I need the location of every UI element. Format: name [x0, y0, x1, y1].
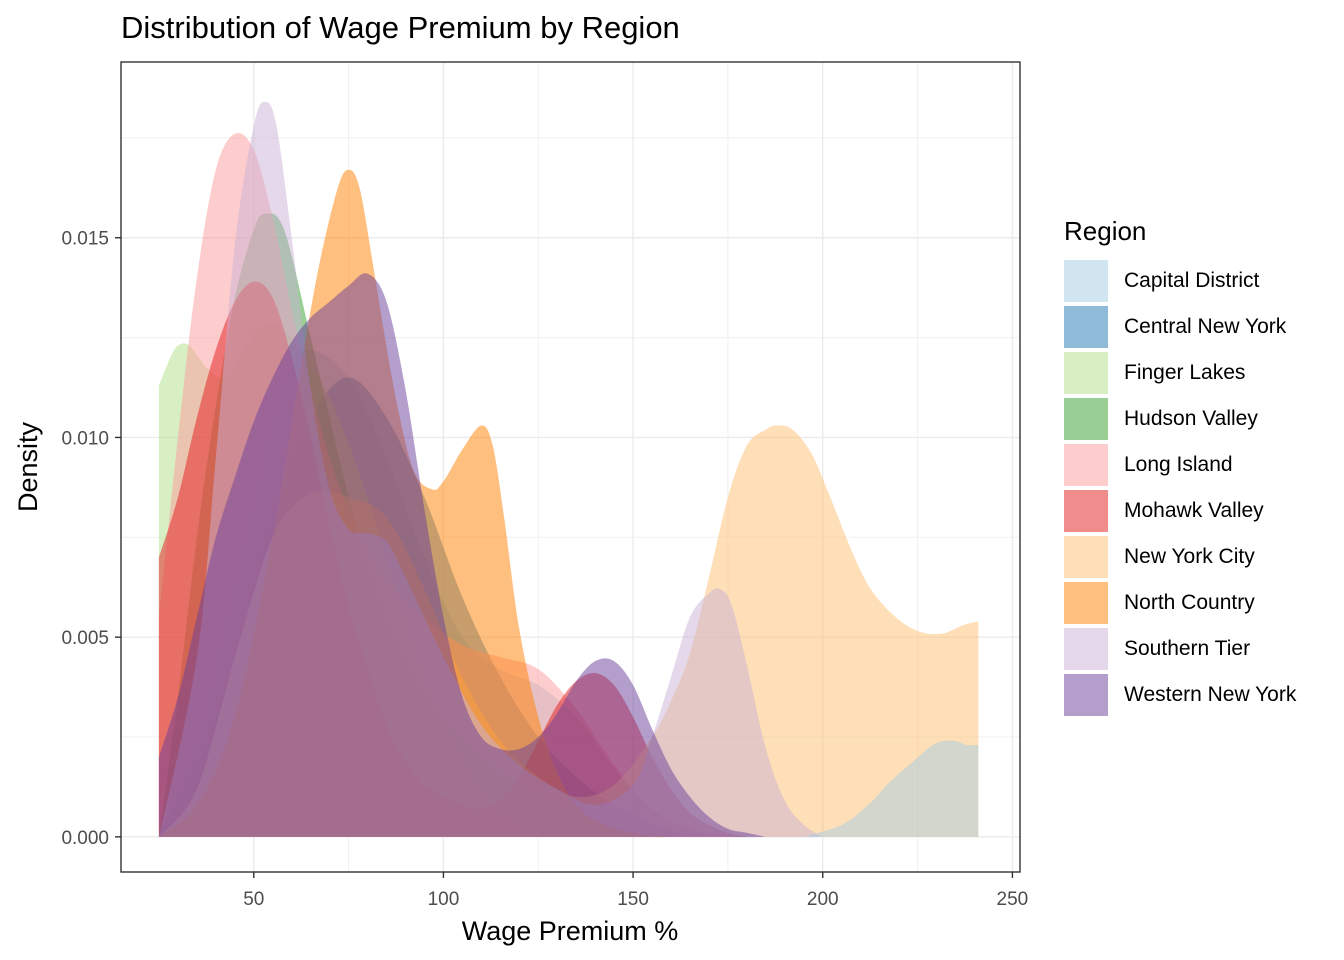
legend-label: Western New York: [1124, 683, 1297, 706]
legend-item-hudson-valley: Hudson Valley: [1064, 396, 1296, 442]
density-areas: [158, 101, 979, 838]
legend-label: Hudson Valley: [1124, 407, 1258, 430]
legend-label: Mohawk Valley: [1124, 499, 1264, 522]
density-area-western-new-york: [158, 273, 766, 837]
x-tick-label: 200: [807, 889, 839, 910]
axes: 50 100 150 200 250 0.000 0.005 0.010 0.015: [61, 229, 1028, 910]
legend-label: New York City: [1124, 545, 1255, 568]
x-tick-label: 100: [428, 889, 460, 910]
legend-label: Capital District: [1124, 269, 1260, 292]
legend-label: Long Island: [1124, 453, 1233, 476]
plot-border: [120, 61, 1021, 873]
legend-item-southern-tier: Southern Tier: [1064, 626, 1296, 672]
legend: Region Capital District Central New York F…: [1064, 216, 1296, 718]
legend-swatch: [1064, 536, 1108, 578]
legend-swatch: [1064, 306, 1108, 348]
legend-swatch: [1064, 582, 1108, 624]
legend-item-mohawk-valley: Mohawk Valley: [1064, 488, 1296, 534]
legend-label: Finger Lakes: [1124, 361, 1246, 384]
legend-label: North Country: [1124, 591, 1255, 614]
legend-item-north-country: North Country: [1064, 580, 1296, 626]
legend-items: Capital District Central New York Finger L…: [1064, 258, 1296, 718]
legend-item-capital-district: Capital District: [1064, 258, 1296, 304]
legend-item-new-york-city: New York City: [1064, 534, 1296, 580]
y-axis-title: Density: [13, 421, 43, 512]
chart-title: Distribution of Wage Premium by Region: [121, 10, 680, 45]
y-tick-label: 0.005: [61, 628, 109, 649]
legend-swatch: [1064, 628, 1108, 670]
legend-item-long-island: Long Island: [1064, 442, 1296, 488]
legend-swatch: [1064, 352, 1108, 394]
density-area-capital-district: [803, 740, 979, 837]
x-axis-title: Wage Premium %: [462, 916, 679, 946]
legend-swatch: [1064, 490, 1108, 532]
x-tick-label: 50: [243, 889, 264, 910]
legend-label: Central New York: [1124, 315, 1287, 338]
y-tick-label: 0.000: [61, 828, 109, 849]
x-tick-label: 250: [997, 889, 1029, 910]
legend-item-finger-lakes: Finger Lakes: [1064, 350, 1296, 396]
legend-title: Region: [1064, 216, 1147, 246]
legend-swatch: [1064, 260, 1108, 302]
legend-item-western-new-york: Western New York: [1064, 672, 1296, 718]
y-tick-label: 0.015: [61, 229, 109, 250]
legend-swatch: [1064, 674, 1108, 716]
legend-item-central-new-york: Central New York: [1064, 304, 1296, 350]
legend-label: Southern Tier: [1124, 637, 1251, 660]
y-tick-label: 0.010: [61, 428, 109, 449]
legend-swatch: [1064, 398, 1108, 440]
x-tick-label: 150: [617, 889, 649, 910]
legend-swatch: [1064, 444, 1108, 486]
